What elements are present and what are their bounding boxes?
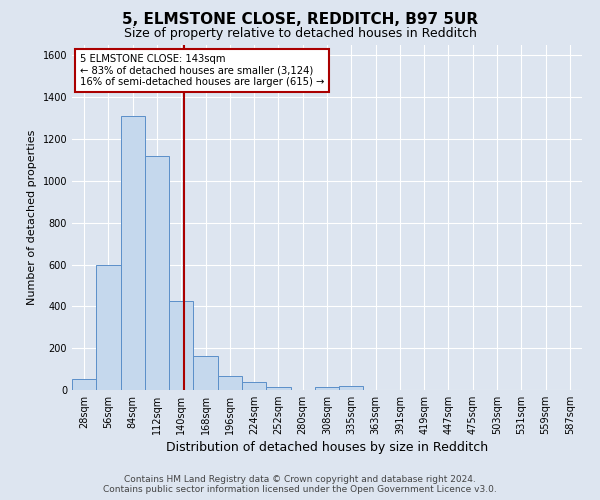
Bar (266, 388, 290, 390)
Text: 5, ELMSTONE CLOSE, REDDITCH, B97 5UR: 5, ELMSTONE CLOSE, REDDITCH, B97 5UR (122, 12, 478, 28)
Bar (96, 264, 121, 390)
Text: 5 ELMSTONE CLOSE: 143sqm
← 83% of detached houses are smaller (3,124)
16% of sem: 5 ELMSTONE CLOSE: 143sqm ← 83% of detach… (80, 54, 324, 87)
Bar (169, 301, 193, 390)
Text: Size of property relative to detached houses in Redditch: Size of property relative to detached ho… (124, 28, 476, 40)
Bar (339, 386, 364, 390)
Bar (72, 378, 96, 390)
Bar (242, 382, 266, 390)
Bar (145, 156, 169, 390)
Bar (193, 356, 218, 390)
Y-axis label: Number of detached properties: Number of detached properties (27, 130, 37, 305)
Text: Contains HM Land Registry data © Crown copyright and database right 2024.
Contai: Contains HM Land Registry data © Crown c… (103, 474, 497, 494)
Bar (315, 388, 339, 390)
Bar (218, 376, 242, 390)
X-axis label: Distribution of detached houses by size in Redditch: Distribution of detached houses by size … (166, 442, 488, 454)
Bar (121, 116, 145, 390)
